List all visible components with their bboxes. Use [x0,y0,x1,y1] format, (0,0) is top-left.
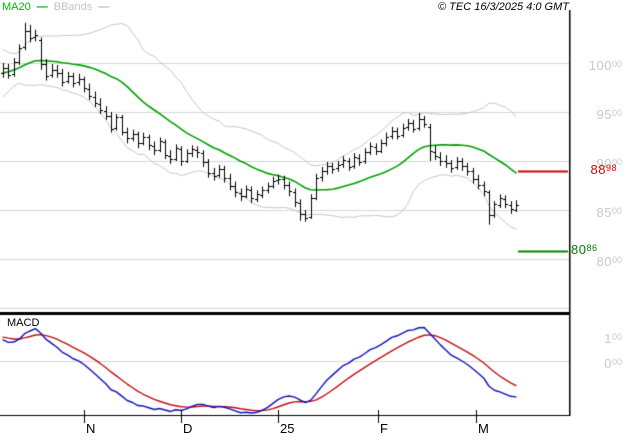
time-axis-label: N [86,421,96,436]
bbands-legend-label: BBands [53,1,93,13]
ma20-legend-line-icon: — [36,1,48,13]
macd-axis-label: 000 [604,356,622,371]
macd-axis-label: 100 [604,331,622,346]
price-axis-label: 9000 [596,156,622,171]
time-axis-label: D [183,421,193,436]
time-axis-label: F [380,421,388,436]
level-price-label: 8086 [571,242,598,257]
bbands-legend-line-icon: — [98,1,110,13]
price-axis-label: 8000 [596,254,622,269]
ma20-legend-label: MA20 [2,1,31,13]
level-price-label: 8898 [590,162,617,177]
price-axis-label: 9500 [596,107,622,122]
time-axis-label: 25 [280,421,295,436]
time-axis-label: M [478,421,489,436]
price-axis-label: 8500 [596,205,622,220]
copyright-notice: © TEC 16/3/2025 4:0 GMT [438,1,569,13]
price-axis-label: 10000 [588,58,622,73]
macd-panel-title: MACD [7,317,40,329]
legend: MA20 — BBands — [2,1,109,13]
